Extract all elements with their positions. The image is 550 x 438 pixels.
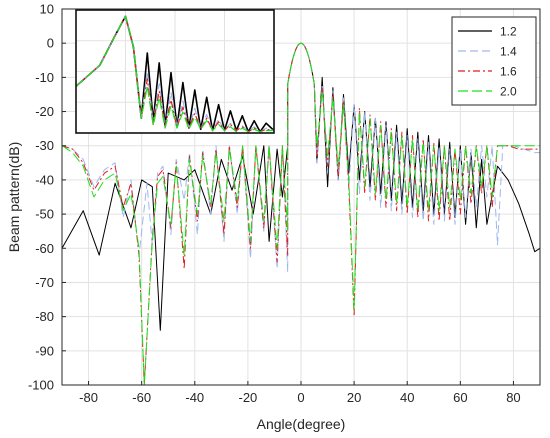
y-tick-label: -80: [35, 309, 54, 324]
y-tick-label: -30: [35, 138, 54, 153]
y-tick-label: -60: [35, 241, 54, 256]
x-tick-label: 0: [297, 390, 304, 405]
y-tick-label: -40: [35, 172, 54, 187]
legend-label-1-2: 1.2: [500, 25, 517, 39]
y-tick-label: 0: [47, 36, 54, 51]
x-tick-label: 80: [506, 390, 520, 405]
x-tick-label: 20: [347, 390, 361, 405]
inset-chart: [75, 9, 275, 134]
inset-frame: [75, 9, 275, 134]
x-tick-label: -60: [132, 390, 151, 405]
y-tick-label: -70: [35, 275, 54, 290]
x-tick-label: -80: [79, 390, 98, 405]
legend-label-2-0: 2.0: [500, 85, 517, 99]
x-tick-label: 40: [400, 390, 414, 405]
y-tick-label: -10: [35, 70, 54, 85]
inset-series-group: [76, 15, 274, 133]
y-tick-label: -20: [35, 104, 54, 119]
legend-label-1-6: 1.6: [500, 65, 517, 79]
y-tick-label: -100: [28, 378, 54, 393]
legend-box: [451, 16, 537, 106]
legend: 1.2 1.4 1.6 2.0: [451, 16, 537, 106]
legend-label-1-4: 1.4: [500, 45, 517, 59]
series-line-2-0: [62, 42, 540, 385]
inset-series-line-2: [76, 15, 274, 133]
x-tick-label: -40: [185, 390, 204, 405]
x-tick-label: 60: [453, 390, 467, 405]
x-tick-label: -20: [238, 390, 257, 405]
y-tick-label: 10: [40, 2, 54, 17]
x-axis-title: Angle(degree): [257, 416, 346, 432]
y-tick-label: -50: [35, 207, 54, 222]
series-lines: [62, 42, 540, 385]
tick-labels: -80 -60 -40 -20 0 20 40 60 80100-10-20-30-40-50-…: [28, 2, 521, 406]
series-line-1-6: [62, 42, 540, 385]
y-tick-label: -90: [35, 343, 54, 358]
series-group: [62, 42, 540, 385]
y-axis-title: Beam pattern(dB): [6, 142, 22, 253]
series-line-1-4: [62, 42, 540, 273]
inset-series-line-4: [76, 15, 274, 133]
